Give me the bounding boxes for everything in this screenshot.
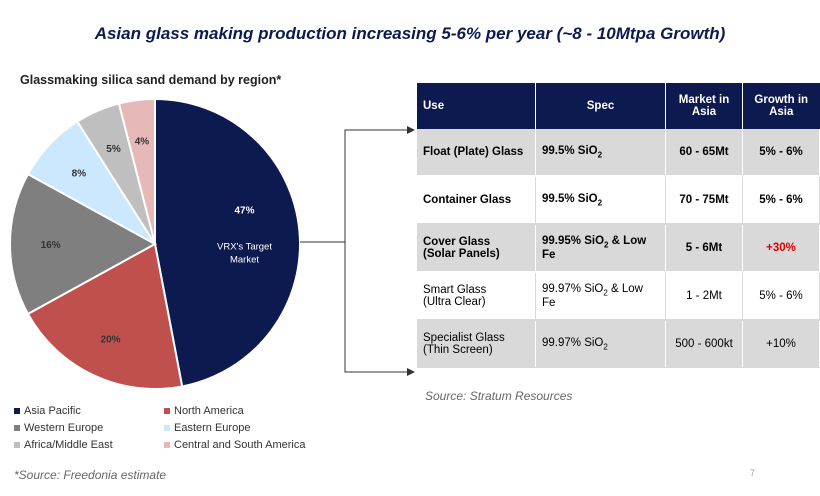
cell-market: 500 - 600kt xyxy=(665,320,743,368)
chart-title: Glassmaking silica sand demand by region… xyxy=(20,73,282,87)
cell-use: Smart Glass (Ultra Clear) xyxy=(417,272,536,321)
cell-growth: 5% - 6% xyxy=(742,176,820,225)
pie-slice-asia-pacific xyxy=(154,97,301,388)
pie-data-label: 5% xyxy=(106,144,121,155)
table-row: Float (Plate) Glass 99.5% SiO2 60 - 65Mt 5%… xyxy=(417,129,820,177)
pie-data-label: 47% xyxy=(234,206,254,217)
pie-slice-western-europe xyxy=(9,172,158,316)
legend-label: Asia Pacific xyxy=(24,405,81,417)
legend-swatch xyxy=(14,408,20,414)
legend-label: Africa/Middle East xyxy=(24,439,113,451)
legend-swatch xyxy=(14,425,20,431)
cell-use: Container Glass xyxy=(417,176,536,225)
legend-label: North America xyxy=(174,405,244,417)
cell-growth: +10% xyxy=(742,320,820,368)
legend-item-north-america: North America xyxy=(164,405,244,417)
legend-item-central-south-america: Central and South America xyxy=(164,439,305,451)
cell-market: 60 - 65Mt xyxy=(665,129,743,177)
subscript: 2 xyxy=(603,342,608,352)
pie-slice-north-america xyxy=(26,242,184,390)
cell-market: 70 - 75Mt xyxy=(665,176,743,225)
table-row: Cover Glass (Solar Panels) 99.95% SiO2 & L… xyxy=(417,224,820,273)
legend-item-western-europe: Western Europe xyxy=(14,422,103,434)
cell-spec: 99.97% SiO2 & Low Fe xyxy=(535,272,666,321)
cell-growth: 5% - 6% xyxy=(742,129,820,177)
bracket-line xyxy=(344,242,415,376)
cell-spec: 99.97% SiO2 xyxy=(535,320,666,368)
table-header-row: Use Spec Market in Asia Growth in Asia xyxy=(417,83,820,129)
cell-use: Cover Glass (Solar Panels) xyxy=(417,224,536,273)
cell-growth: +30% xyxy=(742,224,820,273)
page-number: 7 xyxy=(750,468,756,478)
legend-item-asia-pacific: Asia Pacific xyxy=(14,405,81,417)
cell-market: 1 - 2Mt xyxy=(665,272,743,321)
subscript: 2 xyxy=(604,240,609,250)
legend-swatch xyxy=(164,408,170,414)
legend-swatch xyxy=(164,442,170,448)
cell-growth: 5% - 6% xyxy=(742,272,820,321)
table-row: Container Glass 99.5% SiO2 70 - 75Mt 5% - 6… xyxy=(417,176,820,225)
pie-slice-central-and-south-america xyxy=(117,97,156,245)
footnote: *Source: Freedonia estimate xyxy=(14,468,167,482)
cell-spec: 99.5% SiO2 xyxy=(535,129,666,177)
pie-data-label: 4% xyxy=(135,136,150,147)
cell-spec: 99.95% SiO2 & Low Fe xyxy=(535,224,666,273)
pie-annotation: Market xyxy=(230,255,259,266)
table-row: Smart Glass (Ultra Clear) 99.97% SiO2 & Lo… xyxy=(417,272,820,321)
header-growth: Growth in Asia xyxy=(742,83,820,129)
table-row: Specialist Glass (Thin Screen) 99.97% SiO2… xyxy=(417,320,820,368)
glass-spec-table: Use Spec Market in Asia Growth in Asia F… xyxy=(417,83,820,368)
legend-item-eastern-europe: Eastern Europe xyxy=(164,422,250,434)
subscript: 2 xyxy=(603,288,608,298)
subscript: 2 xyxy=(597,150,603,160)
table-source: Source: Stratum Resources xyxy=(425,389,573,403)
cell-use: Float (Plate) Glass xyxy=(417,129,536,177)
cell-spec: 99.5% SiO2 xyxy=(535,176,666,225)
legend-label: Central and South America xyxy=(174,439,306,451)
header-market: Market in Asia xyxy=(665,83,743,129)
pie-annotation: VRX's Target xyxy=(217,242,272,253)
header-spec: Spec xyxy=(535,83,666,129)
legend-item-africa-middle-east: Africa/Middle East xyxy=(14,439,113,451)
header-use: Use xyxy=(417,83,536,129)
legend-label: Western Europe xyxy=(24,422,104,434)
table-body: Float (Plate) Glass 99.5% SiO2 60 - 65Mt 5%… xyxy=(417,129,820,368)
subscript: 2 xyxy=(597,198,603,208)
legend-swatch xyxy=(14,442,20,448)
cell-market: 5 - 6Mt xyxy=(665,224,743,273)
pie-chart: 47% VRX's Target Market 20% 16% 8% 5% 4% xyxy=(9,97,301,390)
pie-data-label: 8% xyxy=(72,169,87,180)
legend-label: Eastern Europe xyxy=(174,422,251,434)
pie-data-label: 16% xyxy=(41,240,61,251)
pie-data-label: 20% xyxy=(101,334,121,345)
slide-title: Asian glass making production increasing… xyxy=(94,24,726,43)
bracket-line xyxy=(300,126,415,243)
cell-use: Specialist Glass (Thin Screen) xyxy=(417,320,536,368)
legend-swatch xyxy=(164,425,170,431)
